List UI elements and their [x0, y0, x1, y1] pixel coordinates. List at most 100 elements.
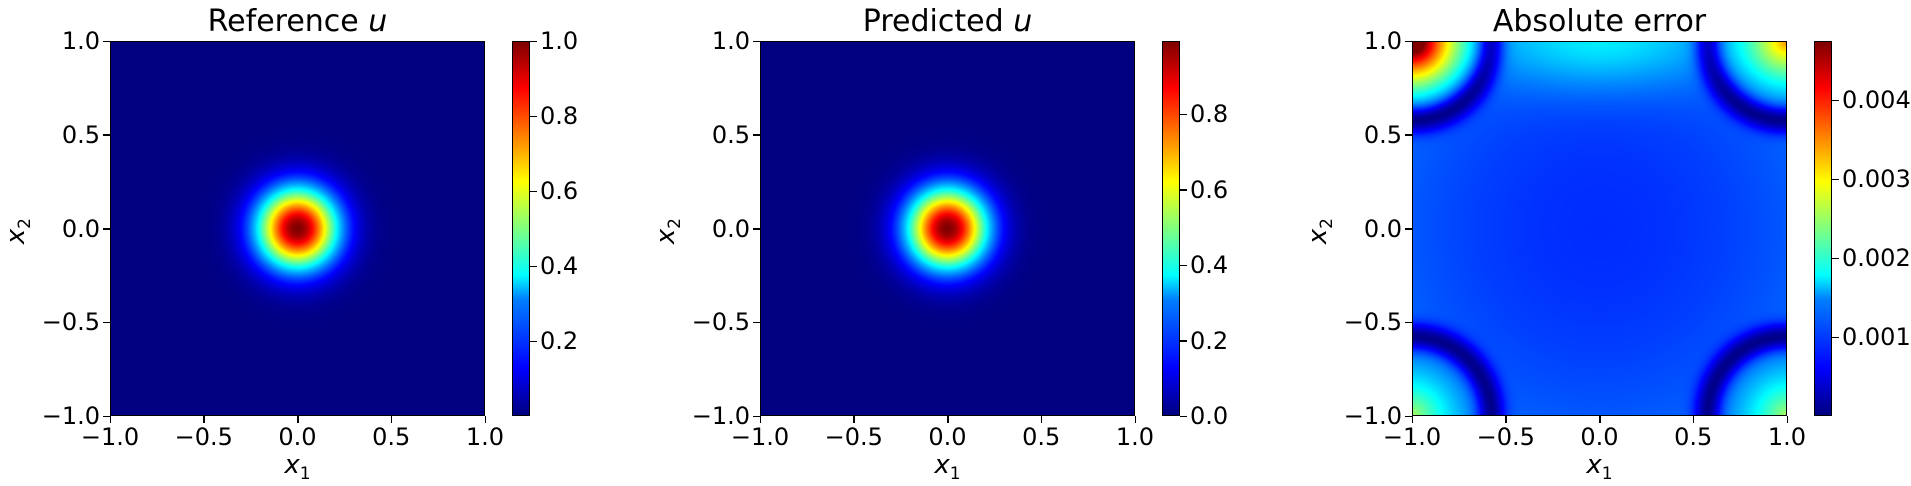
colorbar-tick-mark	[1832, 178, 1839, 181]
y-tick-label: −1.0	[691, 402, 750, 430]
y-tick-mark	[103, 40, 110, 42]
x-tick-label: −1.0	[730, 423, 790, 451]
panel-absolute-error: Absolute error −1.0 −1.0 −0.5 −0.5 0.0 0.0 0.5…	[1302, 0, 1911, 486]
y-tick-label: 1.0	[61, 27, 100, 55]
x-tick-mark	[1786, 416, 1788, 423]
y-tick-label: 0.0	[711, 214, 750, 243]
x-tick-label: −1.0	[1382, 423, 1442, 451]
x-tick-mark	[484, 416, 486, 423]
y-tick-mark	[103, 415, 110, 417]
x-axis-label: x1	[934, 450, 961, 485]
x-axis-label: x1	[1586, 450, 1613, 485]
y-tick-mark	[103, 321, 110, 324]
y-tick-label: 0.5	[711, 120, 750, 149]
y-tick-mark	[1405, 228, 1412, 230]
x-tick-label: −0.5	[1476, 423, 1535, 451]
y-tick-label: 1.0	[1363, 27, 1402, 55]
heatmap-image	[761, 42, 1134, 415]
colorbar-tick-label: 0.2	[540, 327, 579, 355]
y-tick-label: 0.5	[1363, 120, 1402, 149]
y-tick-label: −0.5	[691, 308, 750, 337]
x-tick-mark	[759, 416, 761, 423]
heatmap-plot	[1412, 41, 1787, 416]
y-tick-mark	[753, 228, 760, 230]
colorbar-tick-label: 0.002	[1842, 244, 1911, 273]
x-tick-mark	[1692, 416, 1695, 423]
colorbar-tick-mark	[530, 115, 537, 117]
colorbar-tick-label: 1.0	[540, 27, 579, 55]
colorbar-tick-label: 0.004	[1842, 86, 1911, 115]
colorbar-tick-mark	[1832, 99, 1839, 102]
x-tick-mark	[853, 416, 855, 423]
x-tick-label: 0.0	[928, 423, 967, 451]
colorbar-tick-mark	[1832, 257, 1839, 260]
colorbar-tick-mark	[530, 265, 537, 267]
colorbar-tick-mark	[1180, 113, 1187, 116]
y-tick-label: 0.5	[61, 120, 100, 149]
colorbar-tick-mark	[530, 340, 537, 342]
plot-title: Predicted u	[862, 4, 1033, 39]
colorbar-tick-label: 0.4	[1190, 251, 1229, 280]
panel-predicted: Predicted u −1.0 −1.0 −0.5 −0.5 0.0 0.0 0.5 0.5…	[650, 0, 1290, 486]
heatmap-image	[1413, 42, 1786, 415]
x-tick-label: 0.0	[1580, 423, 1619, 451]
x-tick-label: 1.0	[1767, 423, 1807, 451]
colorbar-tick-label: 0.003	[1842, 165, 1911, 194]
y-tick-label: 0.0	[1363, 214, 1402, 243]
y-tick-label: −0.5	[41, 308, 100, 337]
y-axis-label: x2	[650, 217, 686, 244]
colorbar-tick-mark	[530, 40, 537, 42]
colorbar-tick-mark	[1180, 189, 1187, 191]
heatmap-image	[111, 42, 484, 415]
colorbar-tick-label: 0.6	[540, 177, 579, 205]
x-tick-label: −0.5	[824, 423, 883, 451]
y-tick-mark	[1405, 415, 1412, 417]
y-tick-mark	[753, 321, 760, 324]
x-tick-label: 0.0	[278, 423, 317, 451]
x-tick-label: 0.5	[1674, 423, 1713, 451]
colorbar	[512, 41, 530, 416]
colorbar-tick-label: 0.8	[1190, 100, 1229, 129]
x-tick-mark	[1505, 416, 1507, 423]
y-tick-label: 1.0	[711, 27, 750, 55]
y-tick-mark	[1405, 321, 1412, 324]
y-tick-mark	[753, 40, 760, 42]
plot-title: Reference u	[207, 4, 388, 39]
colorbar-tick-mark	[1832, 336, 1839, 339]
plot-title: Absolute error	[1492, 4, 1707, 39]
y-tick-mark	[1405, 40, 1412, 42]
x-tick-mark	[203, 416, 205, 423]
x-axis-label: x1	[284, 450, 311, 485]
x-tick-mark	[1599, 416, 1601, 423]
colorbar-tick-label: 0.6	[1190, 175, 1229, 204]
colorbar-tick-label: 0.8	[540, 102, 579, 130]
x-tick-label: 1.0	[465, 423, 505, 451]
heatmap-plot	[760, 41, 1135, 416]
x-tick-mark	[109, 416, 111, 423]
x-tick-label: −0.5	[174, 423, 233, 451]
x-tick-label: 0.5	[1022, 423, 1061, 451]
x-tick-mark	[390, 416, 393, 423]
y-tick-label: −1.0	[1343, 402, 1402, 430]
colorbar-tick-mark	[1180, 340, 1187, 342]
y-tick-label: −0.5	[1343, 308, 1402, 337]
colorbar	[1814, 41, 1832, 416]
x-tick-label: 1.0	[1115, 423, 1155, 451]
colorbar-tick-mark	[1180, 415, 1187, 417]
y-tick-mark	[753, 134, 760, 136]
colorbar-tick-label: 0.001	[1842, 323, 1911, 352]
x-tick-label: 0.5	[372, 423, 411, 451]
y-tick-mark	[103, 228, 110, 230]
x-tick-mark	[1411, 416, 1413, 423]
panel-reference: Reference u −1.0 −1.0 −0.5 −0.5 0.0 0.0 0.5 0.5…	[0, 0, 640, 486]
colorbar-tick-label: 0.2	[1190, 326, 1229, 355]
colorbar-tick-mark	[1180, 264, 1187, 267]
colorbar-tick-mark	[530, 190, 537, 192]
y-tick-mark	[1405, 134, 1412, 136]
x-tick-mark	[947, 416, 949, 423]
colorbar-tick-label: 0.4	[540, 252, 579, 280]
y-axis-label: x2	[0, 217, 36, 244]
heatmap-plot	[110, 41, 485, 416]
colorbar	[1162, 41, 1180, 416]
y-tick-label: −1.0	[41, 402, 100, 430]
